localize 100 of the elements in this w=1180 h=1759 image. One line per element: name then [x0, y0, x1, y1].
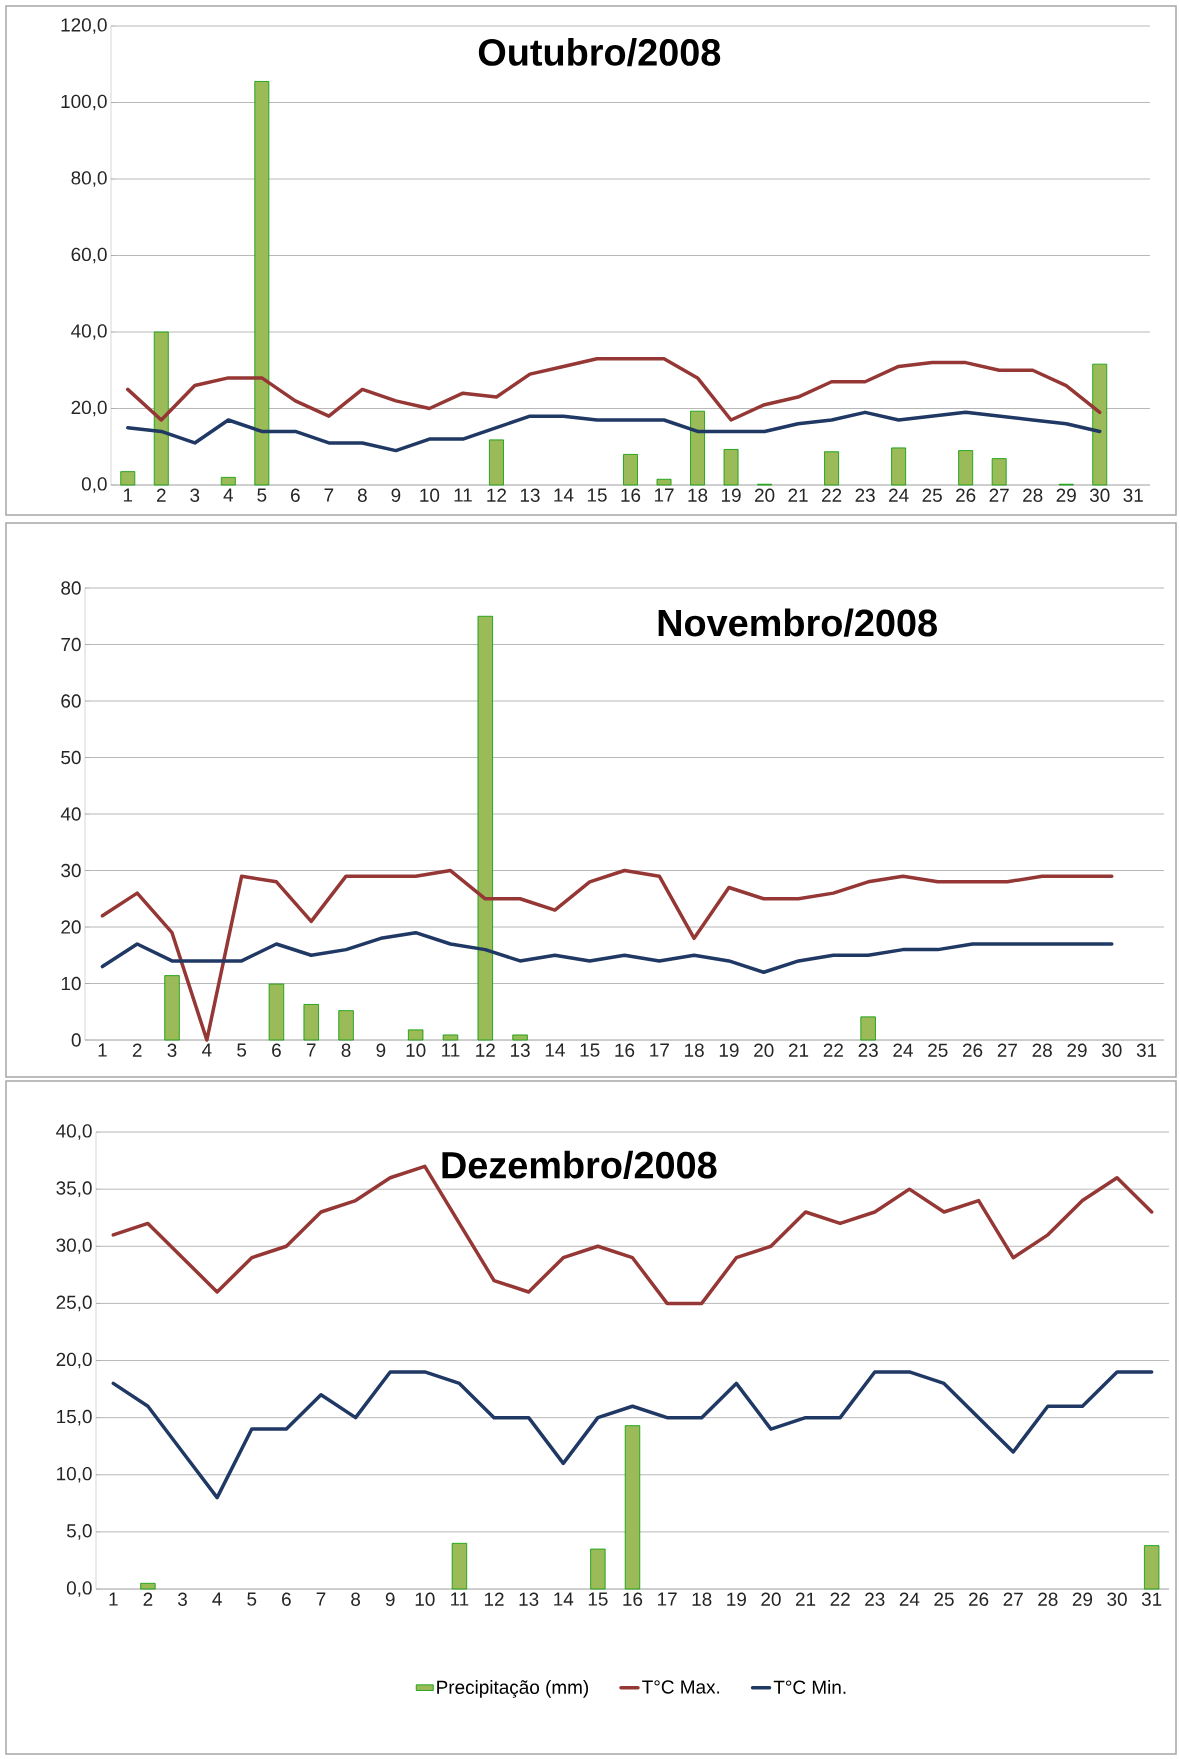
x-tick-label: 2 — [143, 1592, 153, 1606]
x-tick-label: 18 — [692, 1592, 712, 1606]
x-tick-label: 14 — [545, 1043, 565, 1057]
y-tick-label: 20,0 — [71, 400, 107, 417]
x-tick-label: 17 — [654, 488, 674, 502]
x-tick-label: 31 — [1141, 1592, 1162, 1606]
x-tick-label: 8 — [351, 1592, 361, 1606]
bar — [120, 471, 136, 486]
x-tick-label: 31 — [1123, 488, 1143, 502]
bar — [624, 1425, 641, 1590]
x-tick-label: 4 — [212, 1592, 222, 1606]
x-tick-label: 15 — [587, 488, 607, 502]
x-tick-label: 5 — [247, 1592, 257, 1606]
x-tick-label: 17 — [658, 1592, 677, 1606]
bar — [451, 1542, 468, 1590]
x-tick-label: 26 — [969, 1592, 989, 1606]
x-tick-label: 23 — [865, 1592, 885, 1606]
bar — [477, 615, 493, 1041]
x-tick-label: 28 — [1023, 488, 1043, 502]
y-tick-label: 10,0 — [57, 1466, 92, 1483]
bar — [590, 1548, 606, 1590]
bar — [1092, 363, 1108, 486]
x-tick-label: 10 — [420, 488, 440, 502]
x-tick-label: 16 — [623, 1592, 643, 1606]
x-tick-label: 22 — [822, 488, 842, 502]
x-tick-label: 27 — [997, 1043, 1017, 1057]
y-tick-label: 30,0 — [56, 1238, 92, 1255]
bar — [958, 450, 974, 486]
bar — [338, 1010, 354, 1041]
bar — [690, 410, 705, 486]
bar — [442, 1034, 459, 1041]
y-tick-label: 120,0 — [61, 18, 107, 34]
y-tick-label: 40,0 — [71, 324, 107, 340]
y-tick-label: 80,0 — [71, 171, 107, 187]
x-tick-label: 9 — [391, 488, 401, 502]
x-tick-label: 16 — [615, 1043, 635, 1057]
x-tick-label: 15 — [588, 1592, 608, 1606]
x-tick-label: 19 — [721, 488, 741, 502]
x-tick-label: 12 — [487, 488, 507, 502]
x-tick-label: 4 — [202, 1043, 212, 1057]
x-tick-label: 3 — [190, 488, 200, 502]
x-tick-label: 11 — [451, 1592, 469, 1606]
bar — [512, 1034, 528, 1041]
x-tick-label: 8 — [357, 488, 367, 502]
bar — [268, 983, 285, 1041]
x-tick-label: 20 — [761, 1592, 781, 1606]
x-tick-label: 11 — [442, 1043, 460, 1057]
x-tick-label: 1 — [98, 1043, 107, 1057]
x-tick-label: 29 — [1056, 488, 1076, 502]
y-tick-label: 0 — [71, 1033, 81, 1047]
y-tick-label: 40 — [60, 807, 81, 821]
legend-label: T°C Max. — [642, 1680, 720, 1694]
x-tick-label: 25 — [922, 488, 942, 502]
bar — [656, 478, 672, 486]
line-series — [111, 1370, 1154, 1500]
y-tick-label: 35,0 — [56, 1181, 92, 1197]
legend-label: Precipitação (mm) — [437, 1680, 589, 1698]
bar — [723, 449, 739, 486]
x-tick-label: 24 — [899, 1592, 920, 1606]
chart-title: Novembro/2008 — [658, 608, 937, 637]
bar — [220, 476, 236, 486]
y-tick-label: 80 — [61, 581, 81, 595]
x-tick-label: 7 — [316, 1592, 326, 1606]
x-tick-label: 13 — [511, 1043, 530, 1057]
x-tick-label: 1 — [123, 488, 133, 502]
x-tick-label: 13 — [519, 1592, 539, 1606]
bar — [623, 454, 638, 486]
chart-title: Outubro/2008 — [478, 38, 721, 67]
x-tick-label: 24 — [889, 488, 909, 502]
x-tick-label: 28 — [1038, 1592, 1058, 1606]
x-tick-label: 14 — [554, 1592, 574, 1606]
bar — [824, 451, 840, 486]
x-tick-label: 9 — [376, 1043, 386, 1057]
x-tick-label: 30 — [1101, 1043, 1122, 1057]
x-tick-label: 2 — [156, 488, 166, 502]
y-tick-label: 60 — [61, 694, 81, 708]
x-tick-label: 30 — [1107, 1592, 1127, 1606]
x-tick-label: 22 — [823, 1043, 843, 1057]
x-tick-label: 20 — [754, 488, 775, 502]
x-tick-label: 11 — [454, 488, 472, 502]
x-tick-label: 18 — [685, 1043, 704, 1057]
x-tick-label: 7 — [324, 488, 334, 502]
y-tick-label: 15,0 — [57, 1409, 92, 1426]
y-tick-label: 30 — [61, 863, 81, 878]
x-tick-label: 28 — [1032, 1043, 1052, 1057]
x-tick-label: 5 — [257, 488, 267, 502]
x-tick-label: 27 — [989, 488, 1009, 502]
x-tick-label: 17 — [650, 1043, 669, 1057]
x-tick-label: 19 — [727, 1592, 746, 1606]
x-tick-label: 16 — [621, 488, 641, 502]
x-tick-label: 21 — [795, 1592, 816, 1606]
x-tick-label: 8 — [341, 1043, 351, 1057]
y-tick-label: 40,0 — [56, 1124, 92, 1140]
x-tick-label: 31 — [1136, 1043, 1157, 1057]
x-tick-label: 3 — [167, 1043, 177, 1057]
legend-label: T°C Min. — [773, 1680, 846, 1694]
y-tick-label: 20,0 — [56, 1352, 92, 1369]
bar — [140, 1582, 156, 1590]
y-tick-label: 0,0 — [66, 1581, 92, 1597]
x-tick-label: 13 — [520, 488, 540, 502]
